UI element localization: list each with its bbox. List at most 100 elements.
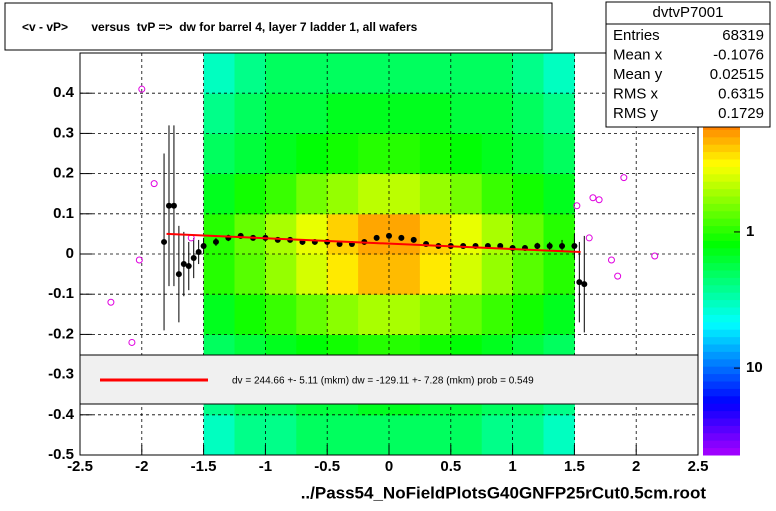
- profile-point: [559, 242, 566, 249]
- heat-cell: [481, 254, 514, 295]
- heat-cell: [327, 254, 359, 295]
- palette-step: [703, 314, 740, 323]
- fit-legend: dv = 244.66 +- 5.11 (mkm) dw = -129.11 +…: [79, 354, 699, 405]
- x-tick-label: 0.5: [440, 458, 461, 475]
- heat-cell: [450, 133, 483, 175]
- heat-cell: [481, 414, 514, 455]
- x-tick-label: -2.5: [67, 458, 93, 475]
- y-tick-label: 0.1: [53, 205, 74, 222]
- palette-step: [703, 233, 740, 241]
- heat-cell: [296, 133, 328, 175]
- stats-value: 68319: [722, 27, 764, 44]
- heat-cell: [481, 93, 514, 134]
- stats-name: dvtvP7001: [653, 4, 724, 21]
- x-tick-label: 0: [385, 458, 393, 475]
- heat-cell: [203, 53, 235, 94]
- x-tick-label: -1.5: [191, 458, 217, 475]
- palette-step: [703, 225, 740, 234]
- palette-step: [703, 381, 740, 389]
- palette-step: [703, 196, 740, 204]
- profile-point: [185, 263, 192, 270]
- heat-cell: [358, 173, 390, 215]
- heat-cell: [234, 133, 266, 175]
- profile-point: [200, 242, 207, 249]
- heat-cell: [389, 254, 421, 295]
- stats-label: RMS y: [613, 105, 659, 122]
- z-tick-label: 1: [746, 223, 754, 240]
- heat-cell: [481, 133, 514, 175]
- palette-step: [703, 321, 740, 330]
- z-tick-label: 10: [746, 359, 763, 376]
- heat-cell: [327, 133, 359, 175]
- heat-cell: [296, 93, 328, 134]
- palette-step: [703, 210, 740, 219]
- heat-cell: [296, 254, 328, 295]
- heat-cell: [481, 53, 514, 94]
- heat-cell: [419, 53, 452, 94]
- heat-cell: [450, 173, 483, 215]
- stats-label: RMS x: [613, 85, 659, 102]
- open-point: [128, 338, 136, 346]
- y-tick-label: -0.2: [48, 325, 74, 342]
- palette-step: [703, 299, 740, 308]
- heat-cell: [296, 294, 328, 335]
- heat-cell: [296, 414, 328, 455]
- palette-step: [703, 218, 740, 227]
- heat-cell: [296, 213, 328, 255]
- heat-cell: [203, 173, 235, 215]
- heat-cell: [450, 93, 483, 134]
- palette-step: [703, 395, 740, 404]
- open-point: [651, 252, 659, 260]
- palette-step: [703, 425, 740, 434]
- heat-cell: [512, 414, 544, 455]
- profile-point: [180, 261, 187, 268]
- heat-cell: [543, 53, 575, 94]
- axes: -2.5 -2 -1.5 -1 -0.5 0 0.5 1 1.5 2 2.5 -0.5 -0.4 -0.3…: [48, 84, 708, 475]
- palette-step: [703, 336, 740, 345]
- palette-step: [703, 255, 740, 264]
- heat-cell: [327, 93, 359, 134]
- heat-cell: [419, 254, 452, 295]
- heat-cell: [389, 414, 421, 455]
- palette-step: [703, 418, 740, 426]
- heat-cell: [358, 254, 390, 295]
- stats-box: dvtvP7001 Entries 68319 Mean x -0.1076 Mean …: [605, 1, 771, 128]
- y-tick-label: -0.5: [48, 446, 74, 463]
- x-tick-label: 2.5: [688, 458, 709, 475]
- heat-cell: [358, 213, 390, 255]
- heat-cell: [327, 414, 359, 455]
- heat-cell: [234, 254, 266, 295]
- x-axis-label: ../Pass54_NoFieldPlotsG40GNFP25rCut0.5cm…: [301, 483, 707, 502]
- heat-cell: [203, 213, 235, 255]
- profile-point: [576, 279, 583, 286]
- heat-cell: [450, 254, 483, 295]
- y-tick-label: -0.1: [48, 285, 74, 302]
- palette-step: [703, 181, 740, 190]
- profile-point: [571, 242, 578, 249]
- palette-step: [703, 129, 740, 138]
- heat-cell: [203, 414, 235, 455]
- palette-step: [703, 388, 740, 397]
- heat-cell: [358, 93, 390, 134]
- heat-cell: [358, 414, 390, 455]
- color-bar: 10110: [703, 85, 763, 456]
- heat-cell: [389, 213, 421, 255]
- profile-point: [546, 242, 553, 249]
- heat-cell: [203, 133, 235, 175]
- stats-label: Mean y: [613, 66, 663, 83]
- heat-cell: [419, 414, 452, 455]
- stats-value: 0.1729: [718, 105, 764, 122]
- palette-step: [703, 240, 740, 249]
- chart-title: <v - vP> versus tvP => dw for barrel 4, …: [22, 20, 418, 34]
- heat-cell: [234, 53, 266, 94]
- palette-step: [703, 329, 740, 338]
- heat-cell: [419, 213, 452, 255]
- heat-cell: [481, 173, 514, 215]
- profile-point: [165, 202, 172, 209]
- heat-cell: [543, 294, 575, 335]
- palette-step: [703, 203, 740, 212]
- palette-step: [703, 166, 740, 175]
- heat-cell: [296, 53, 328, 94]
- heat-cell: [296, 173, 328, 215]
